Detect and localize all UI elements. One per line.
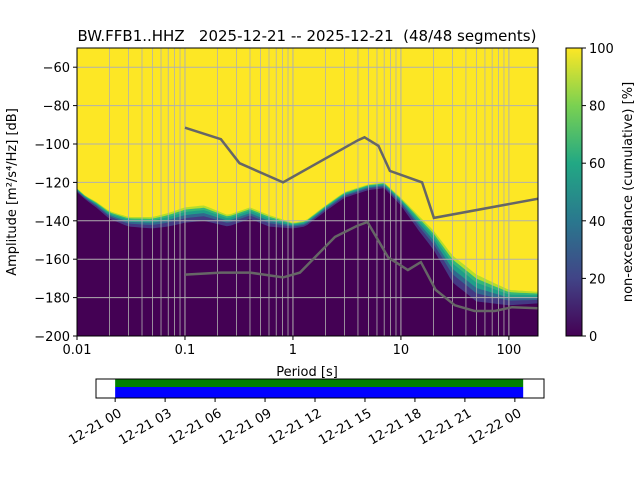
x-tick-label: 1 bbox=[289, 343, 297, 358]
timeline-tick-label: 12-21 12 bbox=[266, 406, 324, 448]
y-tick-label: −160 bbox=[34, 253, 70, 268]
x-axis-label: Period [s] bbox=[276, 365, 338, 380]
colorbar bbox=[565, 47, 583, 337]
chart-title: BW.FFB1..HHZ 2025-12-21 -- 2025-12-21 (4… bbox=[78, 27, 537, 45]
timeline-tick-label: 12-21 15 bbox=[316, 406, 374, 448]
axes: 0.01 0.1 1 10 100 −60 −80 −100 −120 −140 −160 −180 −… bbox=[34, 61, 521, 358]
timeline-tick-label: 12-21 21 bbox=[416, 406, 474, 448]
timeline-tick-label: 12-21 09 bbox=[216, 406, 274, 448]
timeline-used-bar bbox=[115, 379, 524, 387]
colorbar-tick-label: 20 bbox=[589, 272, 606, 287]
timeline-tick-label: 12-22 00 bbox=[466, 406, 524, 448]
timeline-available-bar bbox=[115, 387, 524, 398]
nlnm-line bbox=[184, 220, 538, 313]
timeline-frame bbox=[95, 378, 545, 399]
colorbar-tick-label: 0 bbox=[589, 330, 597, 345]
colorbar-tick-label: 60 bbox=[589, 157, 606, 172]
y-tick-label: −120 bbox=[34, 176, 70, 191]
plot-frame bbox=[76, 47, 539, 337]
timeline-tick-label: 12-21 18 bbox=[366, 406, 424, 448]
colorbar-tick-label: 80 bbox=[589, 100, 606, 115]
x-tick-label: 0.1 bbox=[175, 343, 196, 358]
x-tick-label: 100 bbox=[496, 343, 521, 358]
y-tick-label: −140 bbox=[34, 215, 70, 230]
y-tick-label: −80 bbox=[43, 100, 70, 115]
colorbar-tick-label: 100 bbox=[589, 42, 614, 57]
x-tick-label: 0.01 bbox=[63, 343, 92, 358]
grid bbox=[77, 48, 538, 336]
colorbar-tick-label: 40 bbox=[589, 215, 606, 230]
y-tick-label: −200 bbox=[34, 330, 70, 345]
colorbar-label: non-exceedance (cumulative) [%] bbox=[621, 82, 636, 302]
y-tick-label: −100 bbox=[34, 138, 70, 153]
y-axis-label: Amplitude [m²/s⁴/Hz] [dB] bbox=[5, 108, 20, 276]
timeline-tick-label: 12-21 06 bbox=[166, 406, 224, 448]
nhnm-line bbox=[184, 126, 538, 220]
x-tick-label: 10 bbox=[393, 343, 410, 358]
y-tick-label: −60 bbox=[43, 61, 70, 76]
noise-models bbox=[184, 126, 538, 313]
timeline-tick-label: 12-21 03 bbox=[116, 406, 174, 448]
heatmap-band-5 bbox=[77, 188, 538, 336]
y-tick-label: −180 bbox=[34, 292, 70, 307]
colorbar-ticks: 0 20 40 60 80 100 bbox=[582, 42, 614, 345]
timeline-tick-label: 12-21 00 bbox=[66, 406, 124, 448]
plot-area bbox=[77, 48, 538, 336]
